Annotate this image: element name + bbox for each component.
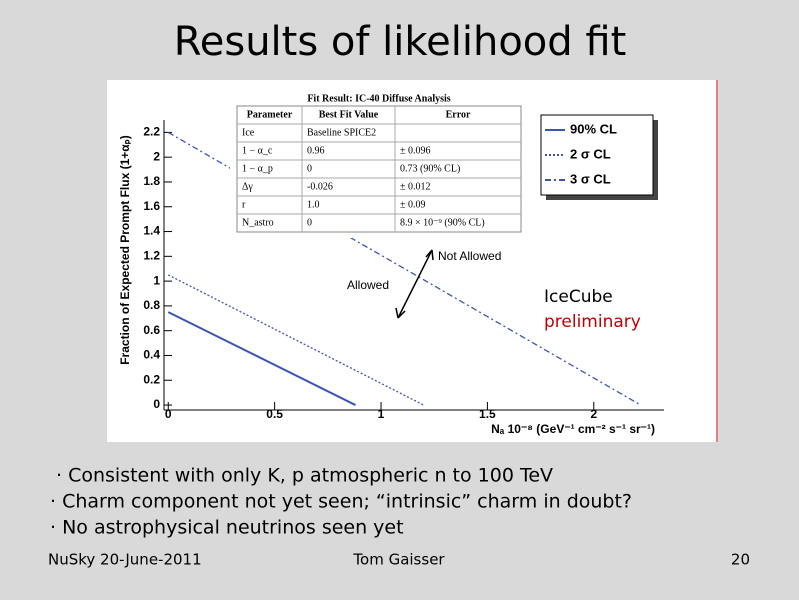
legend-box — [540, 114, 654, 196]
arrow — [395, 249, 434, 319]
y-tick-label: 1.8 — [143, 174, 160, 188]
table-cell: Ice — [242, 127, 255, 138]
x-tick-label: 0.5 — [266, 407, 283, 421]
table-cell: 0 — [307, 163, 312, 174]
footer-left: NuSky 20-June-2011 — [48, 551, 202, 569]
bullet: · No astrophysical neutrinos seen yet — [50, 517, 404, 539]
y-tick-label: 0.2 — [143, 372, 160, 386]
y-tick-label: 1.4 — [143, 224, 160, 238]
table-cell: 0.96 — [307, 145, 325, 156]
table-cell: r — [242, 199, 246, 210]
x-tick-label: 0 — [165, 407, 172, 421]
table-cell: 8.9 × 10⁻⁹ (90% CL) — [400, 217, 485, 228]
table-cell: 1.0 — [307, 199, 320, 210]
y-tick-label: 2.2 — [143, 125, 160, 139]
table-cell: 1 − α_c — [242, 145, 273, 156]
x-tick-label: 2 — [590, 407, 597, 421]
chart: 00.20.40.60.811.21.41.61.822.20 0.5 1 1.5 2N… — [118, 88, 664, 436]
x-tick-label: 1.5 — [479, 407, 496, 421]
y-tick-label: 0 — [153, 397, 160, 411]
table-header: Best Fit Value — [319, 109, 379, 120]
legend-label: 2 σ CL — [570, 146, 611, 161]
bullet: · Consistent with only K, p atmospheric … — [56, 465, 553, 487]
y-tick-label: 2 — [153, 149, 160, 163]
table-cell: N_astro — [242, 217, 274, 228]
y-axis-label: Fraction of Expected Prompt Flux (1+αₚ) — [118, 135, 132, 365]
x-axis-label: Nₐ 10⁻⁸ (GeV⁻¹ cm⁻² s⁻¹ sr⁻¹) — [491, 422, 655, 436]
table-cell: ± 0.012 — [400, 181, 431, 192]
table-cell: 0.73 (90% CL) — [400, 163, 460, 174]
table-cell: Δγ — [242, 181, 253, 192]
table-title: Fit Result: IC-40 Diffuse Analysis — [307, 93, 450, 104]
y-tick-label: 0.6 — [143, 323, 160, 337]
y-tick-label: 0.4 — [143, 348, 160, 362]
watermark: IceCube — [544, 287, 613, 307]
table-cell: -0.026 — [307, 181, 333, 192]
y-tick-label: 1 — [153, 273, 160, 287]
footer-center: Tom Gaisser — [352, 551, 445, 569]
y-tick-label: 1.6 — [143, 199, 160, 213]
table-header: Parameter — [247, 109, 293, 120]
data-line — [167, 311, 356, 406]
bullet: · Charm component not yet seen; “intrins… — [50, 491, 632, 513]
slide-title: Results of likelihood fit — [174, 19, 627, 65]
annotation: Not Allowed — [438, 249, 501, 263]
y-tick-label: 0.8 — [143, 298, 160, 312]
table-bg — [230, 88, 530, 238]
table-cell: Baseline SPICE2 — [307, 127, 376, 138]
table-cell: 1 − α_p — [242, 163, 273, 174]
legend-label: 90% CL — [570, 121, 617, 136]
annotation: Allowed — [347, 278, 389, 292]
table-header: Error — [446, 109, 471, 120]
x-tick-label: 1 — [378, 407, 385, 421]
watermark: preliminary — [544, 312, 641, 332]
table-cell: 0 — [307, 217, 312, 228]
y-tick-label: 1.2 — [143, 248, 160, 262]
table-cell: ± 0.09 — [400, 199, 426, 210]
table-frame — [236, 105, 522, 233]
table-cell: ± 0.096 — [400, 145, 431, 156]
footer-right: 20 — [731, 551, 750, 569]
legend-label: 3 σ CL — [570, 171, 611, 186]
